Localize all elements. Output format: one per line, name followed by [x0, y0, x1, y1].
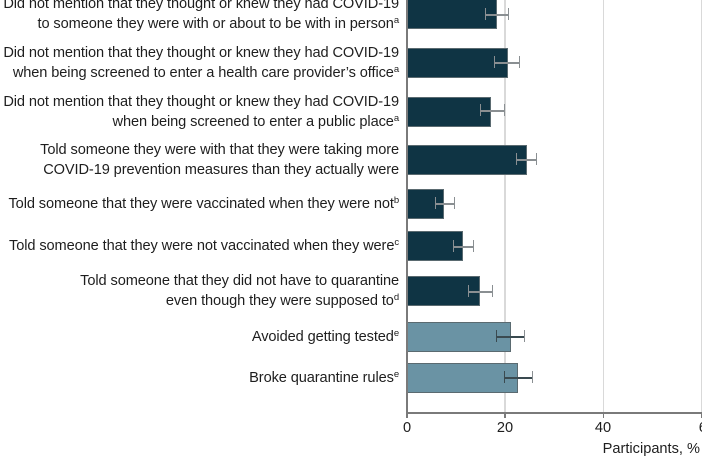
x-tick-20: [504, 413, 506, 418]
x-tick-40: [602, 413, 604, 418]
label-line: Did not mention that they thought or kne…: [3, 0, 399, 12]
label-line: when being screened to enter a public pl…: [112, 113, 400, 130]
category-label: Did not mention that they thought or kne…: [3, 92, 399, 132]
category-label: Did not mention that they thought or kne…: [3, 0, 399, 34]
x-axis-line: [406, 412, 702, 414]
x-tick-label-60: 6: [699, 420, 702, 436]
bar-8: [407, 363, 518, 393]
category-label: Told someone that they were vaccinated w…: [8, 194, 399, 214]
gridline-20: [504, 0, 506, 413]
label-line: Told someone that they were vaccinated w…: [8, 195, 399, 212]
x-tick-label-40: 40: [594, 420, 612, 436]
x-tick-0: [406, 413, 408, 418]
label-line: Did not mention that they thought or kne…: [3, 45, 399, 61]
x-tick-label-0: 0: [402, 420, 412, 436]
category-label: Told someone that they were not vaccinat…: [9, 236, 399, 256]
gridline-60: [700, 0, 702, 413]
bar-7: [407, 322, 511, 352]
y-axis-line: [406, 0, 408, 413]
category-label: Told someone that they did not have to q…: [80, 271, 399, 311]
label-line: to someone they were with or about to be…: [37, 15, 400, 32]
bar-1: [407, 48, 508, 78]
bar-3: [407, 145, 527, 175]
category-label: Avoided getting testede: [252, 327, 399, 347]
x-tick-label-20: 20: [496, 420, 514, 436]
label-line: Told someone they were with that they we…: [40, 142, 399, 158]
x-tick-60: [700, 413, 702, 418]
gridline-40: [602, 0, 604, 413]
label-line: even though they were supposed tod: [165, 292, 399, 309]
label-line: Broke quarantine rulese: [249, 369, 399, 386]
label-line: COVID-19 prevention measures than they a…: [43, 162, 399, 178]
label-line: Told someone that they did not have to q…: [80, 273, 399, 289]
category-label: Told someone they were with that they we…: [40, 140, 399, 180]
label-line: when being screened to enter a health ca…: [12, 64, 399, 81]
label-line: Told someone that they were not vaccinat…: [9, 237, 399, 254]
category-label: Broke quarantine rulese: [249, 368, 399, 388]
bar-0: [407, 0, 497, 29]
label-line: Did not mention that they thought or kne…: [3, 94, 399, 110]
label-line: Avoided getting testede: [251, 328, 399, 345]
bar-2: [407, 97, 491, 127]
x-axis-title: Participants, %: [602, 441, 700, 457]
category-label: Did not mention that they thought or kne…: [3, 43, 399, 83]
